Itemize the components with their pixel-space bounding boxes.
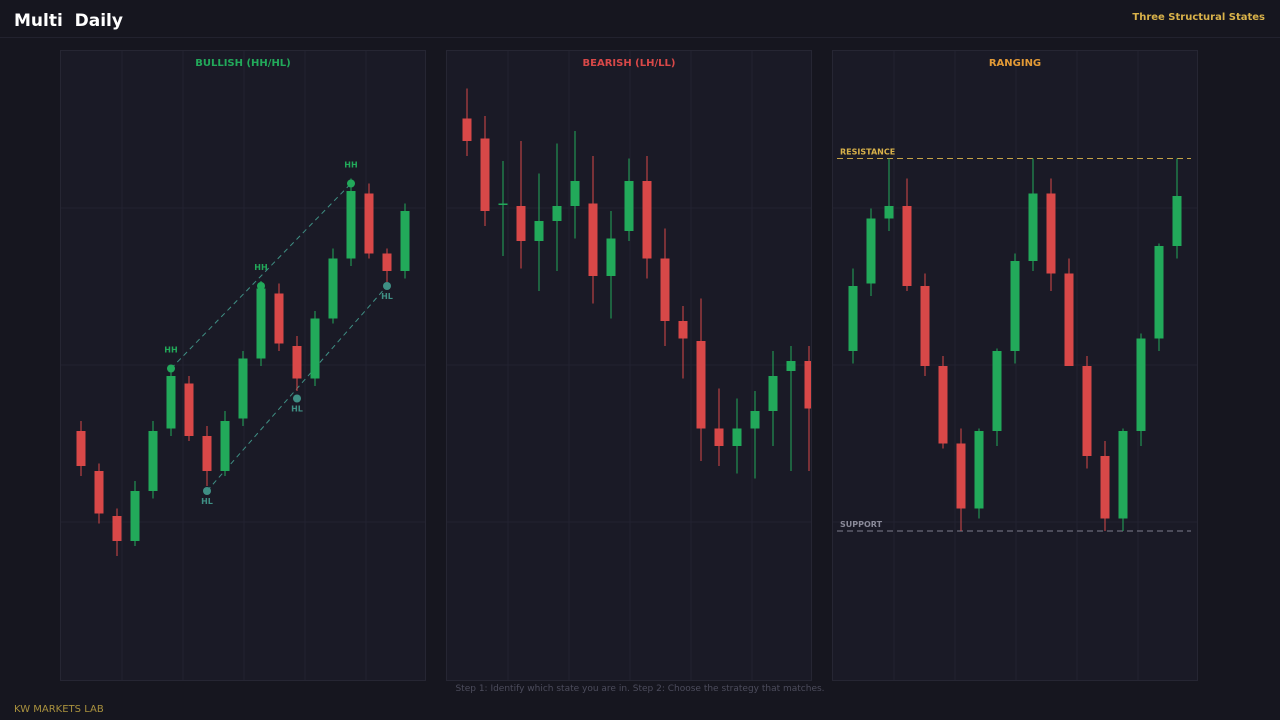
- candle-body: [938, 366, 948, 444]
- candle-body: [552, 206, 562, 221]
- candle-body: [256, 288, 266, 359]
- candle-body: [148, 431, 158, 491]
- candle-body: [462, 118, 472, 141]
- candle-body: [660, 258, 670, 321]
- level-label: SUPPORT: [840, 520, 883, 529]
- swing-point-label: HH: [344, 161, 357, 170]
- candle-body: [1172, 196, 1182, 246]
- swing-point-label: HH: [164, 346, 177, 355]
- candle-body: [1118, 431, 1128, 519]
- candle-body: [750, 411, 760, 429]
- candle-body: [1064, 273, 1074, 366]
- trendline: [170, 183, 352, 369]
- swing-point-label: HL: [291, 405, 303, 414]
- candle-body: [498, 203, 508, 205]
- candle-body: [516, 206, 526, 241]
- candle-body: [624, 181, 634, 231]
- candle-body: [732, 428, 742, 446]
- candle-body: [94, 471, 104, 514]
- page-title: Multi Daily: [14, 11, 123, 31]
- swing-point-marker: [167, 364, 175, 373]
- candle-body: [346, 191, 356, 259]
- candle-body: [112, 516, 122, 541]
- chart-title: RANGING: [989, 58, 1041, 69]
- candle-body: [400, 211, 410, 271]
- chart-panel-bearish: BEARISH (LH/LL): [446, 50, 812, 681]
- bullish-chart: BULLISH (HH/HL) HH HH HH HL HL HL: [61, 51, 425, 680]
- candle-body: [364, 193, 374, 254]
- candle-body: [76, 431, 86, 466]
- candle-body: [166, 376, 176, 429]
- candle-body: [866, 218, 876, 284]
- candle-body: [1136, 338, 1146, 431]
- candle-body: [1046, 193, 1056, 274]
- candle-body: [848, 286, 858, 351]
- candle-body: [606, 238, 616, 276]
- candle-body: [274, 293, 284, 344]
- swing-point-marker: [257, 282, 265, 290]
- ranging-chart: RANGING RESISTANCE SUPPORT: [833, 51, 1197, 680]
- candle-body: [480, 138, 490, 211]
- chart-panel-ranging: RANGING RESISTANCE SUPPORT: [832, 50, 1198, 681]
- candle-body: [768, 376, 778, 411]
- candle-body: [804, 361, 811, 409]
- candle-body: [220, 421, 230, 471]
- chart-title: BEARISH (LH/LL): [583, 58, 676, 69]
- candle-body: [884, 206, 894, 219]
- swing-point-label: HL: [201, 497, 213, 506]
- candle-body: [696, 341, 706, 429]
- candle-body: [570, 181, 580, 206]
- bearish-chart: BEARISH (LH/LL): [447, 51, 811, 680]
- candle-body: [588, 203, 598, 276]
- chart-panel-bullish: BULLISH (HH/HL) HH HH HH HL HL HL: [60, 50, 426, 681]
- candle-body: [642, 181, 652, 259]
- candle-body: [920, 286, 930, 366]
- candle-body: [714, 428, 724, 446]
- candle-body: [956, 443, 966, 509]
- swing-point-label: HL: [381, 292, 393, 301]
- candle-body: [292, 346, 302, 379]
- candle-body: [130, 491, 140, 541]
- candle-body: [1082, 366, 1092, 456]
- candle-body: [786, 361, 796, 371]
- candle-body: [992, 351, 1002, 431]
- swing-point-marker: [383, 282, 391, 290]
- candle-body: [678, 321, 688, 339]
- candle-body: [238, 358, 248, 419]
- candle-body: [382, 253, 392, 271]
- candle-body: [310, 318, 320, 379]
- brand-label: KW MARKETS LAB: [14, 704, 104, 715]
- candle-body: [184, 383, 194, 436]
- candle-body: [1100, 456, 1110, 519]
- candle-body: [974, 431, 984, 509]
- candle-body: [1154, 246, 1164, 339]
- header-bar: Multi Daily Three Structural States: [0, 0, 1280, 38]
- candle-body: [534, 221, 544, 241]
- level-label: RESISTANCE: [840, 148, 895, 157]
- swing-point-marker: [347, 179, 355, 188]
- candle-body: [1028, 193, 1038, 261]
- footer-caption: Step 1: Identify which state you are in.…: [455, 684, 825, 694]
- page-subtitle: Three Structural States: [1132, 12, 1265, 23]
- chart-title: BULLISH (HH/HL): [195, 58, 291, 69]
- candle-body: [202, 436, 212, 471]
- candle-body: [902, 206, 912, 286]
- swing-point-marker: [203, 487, 211, 495]
- swing-point-marker: [293, 394, 301, 403]
- swing-point-label: HH: [254, 263, 267, 272]
- candle-body: [328, 258, 338, 319]
- candle-body: [1010, 261, 1020, 351]
